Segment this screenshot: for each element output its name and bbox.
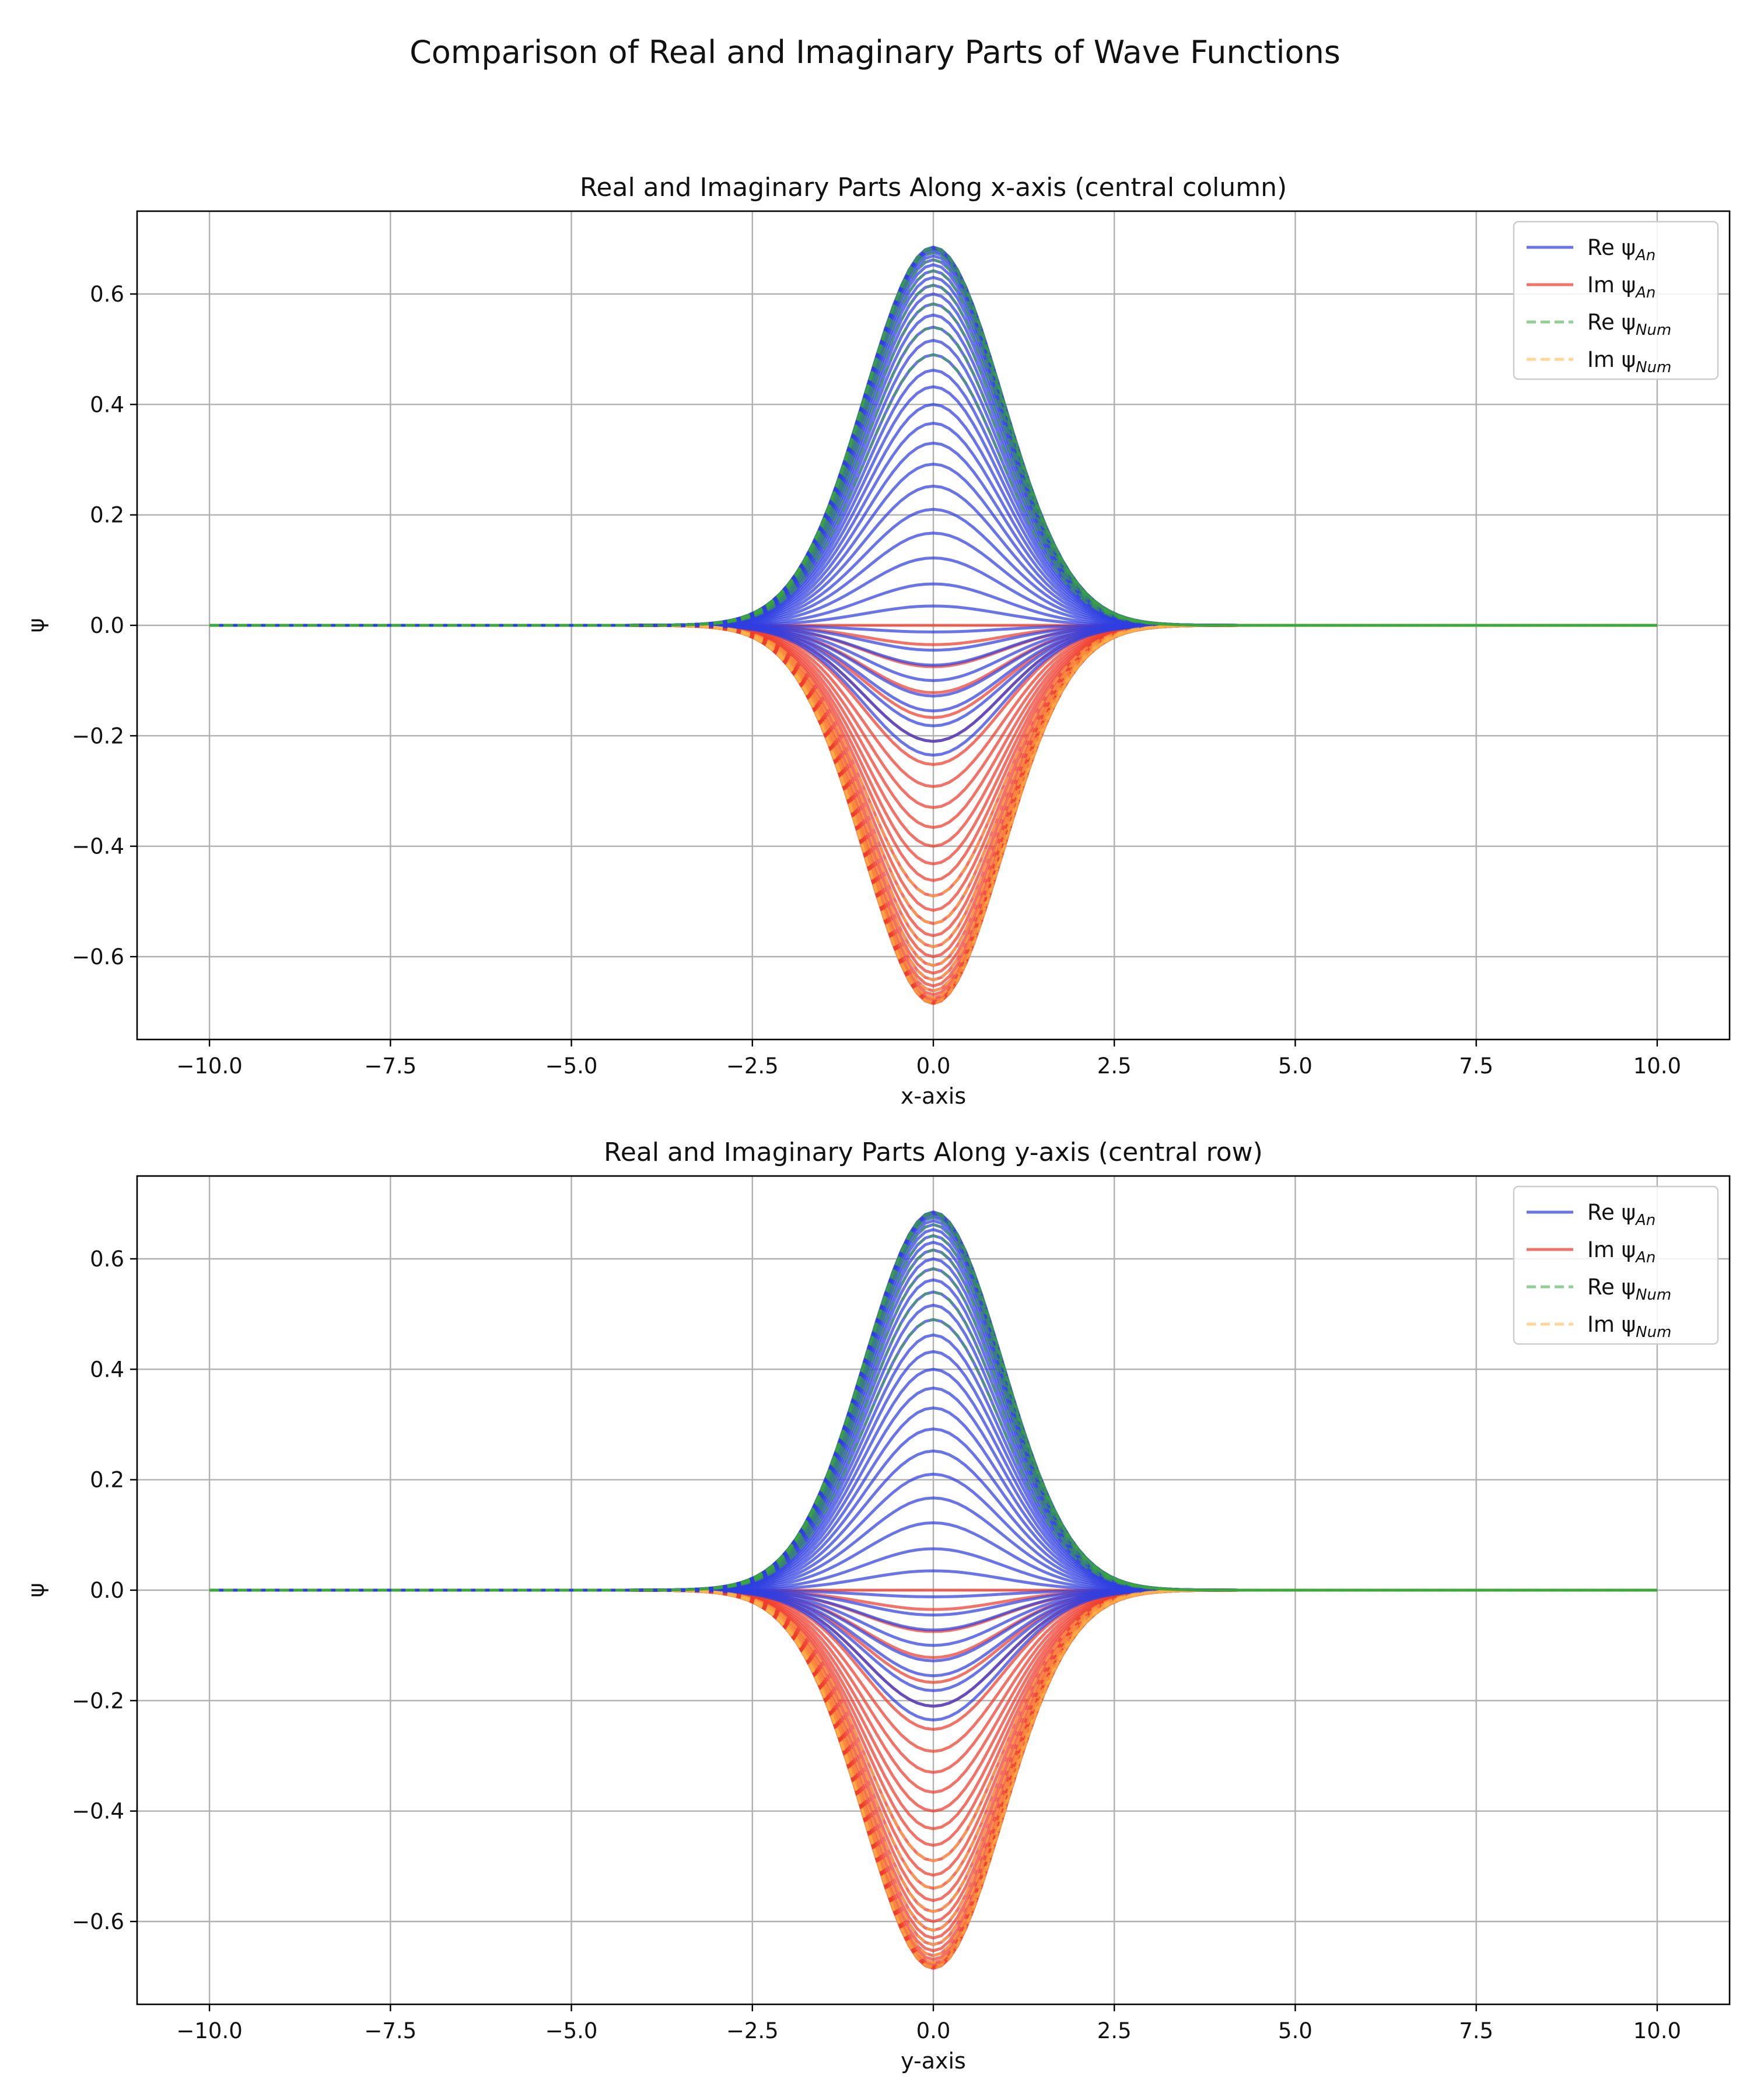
x-tick-label: 2.5 bbox=[1097, 1054, 1132, 1079]
legend-entry-label: Re ψAn bbox=[1587, 235, 1656, 264]
x-tick-label: 7.5 bbox=[1459, 2018, 1493, 2043]
y-tick-label: −0.6 bbox=[72, 1909, 124, 1934]
y-tick-label: 0.4 bbox=[90, 1357, 124, 1382]
x-tick-label: −5.0 bbox=[545, 1054, 598, 1079]
legend: Re ψAn Im ψAn Re ψNum Im ψNum bbox=[1513, 1185, 1719, 1345]
y-tick-label: −0.4 bbox=[72, 1799, 124, 1824]
y-axis-label: ψ bbox=[23, 1583, 49, 1597]
x-tick-label: −2.5 bbox=[726, 2018, 779, 2043]
y-axis-label: ψ bbox=[23, 618, 49, 632]
x-tick-label: 2.5 bbox=[1097, 2018, 1132, 2043]
legend-entry-label: Re ψNum bbox=[1587, 1275, 1671, 1304]
series-line-re-num bbox=[209, 353, 1657, 627]
legend-entry-label: Im ψNum bbox=[1587, 347, 1671, 376]
legend-entry-label: Re ψAn bbox=[1587, 1200, 1656, 1229]
subplot-title: Real and Imaginary Parts Along x-axis (c… bbox=[580, 173, 1287, 202]
subplot-title: Real and Imaginary Parts Along y-axis (c… bbox=[604, 1138, 1263, 1167]
y-tick-label: 0.0 bbox=[90, 1578, 124, 1603]
y-tick-label: 0.2 bbox=[90, 503, 124, 528]
x-tick-label: 10.0 bbox=[1633, 1054, 1681, 1079]
y-tick-label: 0.0 bbox=[90, 613, 124, 638]
legend: Re ψAn Im ψAn Re ψNum Im ψNum bbox=[1513, 220, 1719, 380]
x-axis-label: x-axis bbox=[901, 1083, 966, 1109]
legend-frame bbox=[1513, 1185, 1719, 1345]
x-tick-label: 7.5 bbox=[1459, 1054, 1493, 1079]
y-tick-label: 0.2 bbox=[90, 1468, 124, 1493]
x-tick-label: −7.5 bbox=[364, 2018, 416, 2043]
x-tick-label: 5.0 bbox=[1278, 1054, 1312, 1079]
y-tick-label: 0.6 bbox=[90, 282, 124, 307]
x-tick-label: −10.0 bbox=[176, 2018, 242, 2043]
x-tick-label: −10.0 bbox=[176, 1054, 242, 1079]
x-tick-label: 5.0 bbox=[1278, 2018, 1312, 2043]
legend-frame bbox=[1513, 220, 1719, 380]
y-tick-label: −0.4 bbox=[72, 834, 124, 859]
y-tick-label: 0.4 bbox=[90, 392, 124, 417]
x-tick-label: 10.0 bbox=[1633, 2018, 1681, 2043]
x-tick-label: 0.0 bbox=[916, 1054, 951, 1079]
legend-entry-label: Re ψNum bbox=[1587, 310, 1671, 339]
y-tick-label: 0.6 bbox=[90, 1247, 124, 1272]
series-line-re-num bbox=[209, 1318, 1657, 1592]
y-tick-label: −0.6 bbox=[72, 944, 124, 970]
legend-entry-label: Im ψAn bbox=[1587, 272, 1656, 302]
y-tick-label: −0.2 bbox=[72, 1688, 124, 1713]
x-tick-label: −2.5 bbox=[726, 1054, 779, 1079]
plot-area bbox=[209, 1210, 1657, 1971]
x-tick-label: −5.0 bbox=[545, 2018, 598, 2043]
legend-entry-label: Im ψAn bbox=[1587, 1237, 1656, 1266]
subplot-y-axis: Real and Imaginary Parts Along y-axis (c… bbox=[23, 1138, 1731, 2074]
x-axis-label: y-axis bbox=[901, 2048, 966, 2074]
figure-title: Comparison of Real and Imaginary Parts o… bbox=[410, 34, 1340, 71]
x-tick-label: −7.5 bbox=[364, 1054, 416, 1079]
y-tick-label: −0.2 bbox=[72, 723, 124, 748]
subplot-x-axis: Real and Imaginary Parts Along x-axis (c… bbox=[23, 173, 1731, 1109]
plot-area bbox=[209, 245, 1657, 1006]
x-tick-label: 0.0 bbox=[916, 2018, 951, 2043]
legend-entry-label: Im ψNum bbox=[1587, 1312, 1671, 1341]
